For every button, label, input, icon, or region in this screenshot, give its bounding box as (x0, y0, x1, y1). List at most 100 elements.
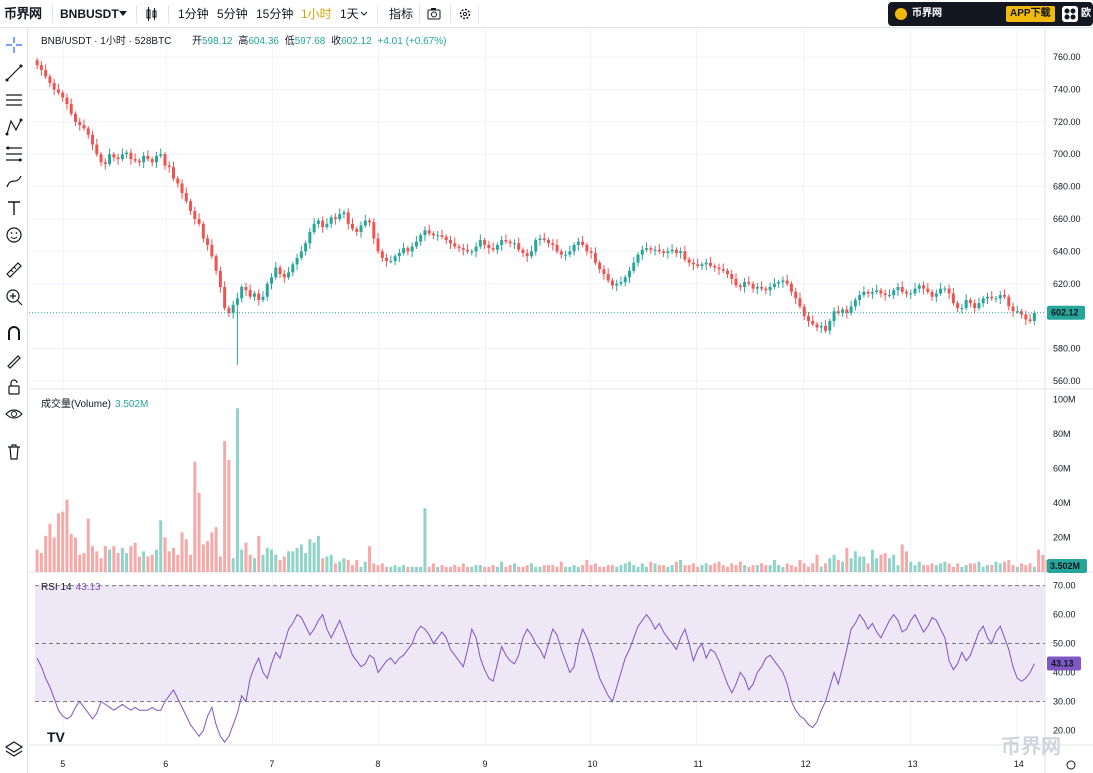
volume-bar (824, 563, 828, 572)
volume-bar (832, 554, 836, 572)
volume-bar (299, 544, 303, 572)
gear-icon[interactable] (458, 0, 472, 28)
volume-bar (125, 553, 129, 572)
rsi-pane[interactable] (35, 585, 1045, 743)
interval-15m[interactable]: 15分钟 (256, 7, 294, 21)
candle-body (572, 244, 576, 252)
candle-body (645, 248, 649, 250)
interval-1d[interactable]: 1天 (340, 7, 359, 21)
volume-bar (521, 566, 525, 572)
chevron-down-icon[interactable] (359, 0, 369, 28)
trash-icon[interactable] (3, 441, 25, 463)
eye-icon[interactable] (3, 403, 25, 425)
candle-body (176, 178, 180, 184)
magnet-icon[interactable] (3, 322, 25, 344)
volume-bar (704, 563, 708, 572)
rsi-last-label: 43.13 (1051, 658, 1074, 668)
candle-body (491, 248, 495, 250)
candle-body (576, 241, 580, 245)
candle-body (717, 267, 721, 270)
price-tick-label: 560.00 (1053, 376, 1081, 386)
symbol-selector[interactable]: BNBUSDT (60, 7, 119, 21)
volume-bar (270, 549, 274, 572)
candle-body (227, 308, 231, 313)
interval-1m[interactable]: 1分钟 (178, 7, 209, 21)
candle-body (137, 160, 141, 163)
candle-body (82, 125, 86, 129)
pencil-lock-icon[interactable] (3, 349, 25, 371)
volume-bar (504, 566, 508, 572)
candle-body (700, 264, 704, 266)
candle-body (444, 236, 448, 241)
crosshair-icon[interactable] (3, 34, 25, 56)
volume-bar (1007, 559, 1011, 572)
camera-icon[interactable] (427, 0, 441, 28)
volume-bar (274, 554, 278, 572)
fib-retracement-icon[interactable] (3, 143, 25, 165)
candle-body (568, 251, 572, 255)
volume-bar (747, 566, 751, 572)
emoji-icon[interactable] (3, 224, 25, 246)
interval-1h[interactable]: 1小时 (301, 7, 332, 21)
tradingview-logo-icon[interactable]: TV (47, 729, 66, 745)
interval-5m[interactable]: 5分钟 (217, 7, 248, 21)
volume-bar (542, 565, 546, 572)
volume-bar (65, 499, 69, 572)
price-tick-label: 740.00 (1053, 84, 1081, 94)
pitchfork-icon[interactable] (3, 116, 25, 138)
candle-body (133, 159, 137, 161)
site-logo[interactable]: 币界网 (4, 6, 42, 21)
volume-bar (764, 565, 768, 572)
volume-bar (649, 561, 653, 572)
layers-icon[interactable] (3, 738, 25, 760)
toolbar-divider (478, 5, 479, 23)
volume-bar (559, 561, 563, 572)
app-download-button[interactable]: APP下载 (1006, 6, 1055, 22)
volume-bar (342, 558, 346, 572)
candle-body (534, 240, 538, 252)
trend-line-icon[interactable] (3, 62, 25, 84)
candle-body (231, 304, 235, 313)
candle-body (960, 308, 964, 310)
chart-area[interactable]: 760.00740.00720.00700.00680.00660.00640.… (29, 29, 1093, 773)
volume-bar (679, 559, 683, 572)
volume-bar (466, 566, 470, 572)
ruler-icon[interactable] (3, 259, 25, 281)
volume-bar (836, 559, 840, 572)
candle-body (333, 217, 337, 219)
volume-bar (142, 551, 146, 572)
volume-bar (789, 565, 793, 572)
volume-bar (576, 566, 580, 572)
text-icon[interactable] (3, 197, 25, 219)
indicators-button[interactable]: 指标 (389, 7, 414, 21)
rsi-tick-label: 50.00 (1053, 639, 1076, 649)
candle-type-icon[interactable] (145, 0, 159, 28)
horizontal-lines-icon[interactable] (3, 89, 25, 111)
top-toolbar: 币界网 BNBUSDT 1分钟 5分钟 15分钟 1小时 1天 指标 (0, 0, 1093, 28)
zoom-in-icon[interactable] (3, 286, 25, 308)
volume-bar (700, 565, 704, 572)
candle-body (299, 251, 303, 258)
chevron-down-icon[interactable] (118, 0, 128, 28)
lock-icon[interactable] (3, 376, 25, 398)
volume-bar (602, 566, 606, 572)
volume-bar (419, 566, 423, 572)
candle-body (632, 262, 636, 271)
price-pane[interactable] (29, 57, 1045, 365)
volume-bar (862, 556, 866, 572)
brush-icon[interactable] (3, 170, 25, 192)
candle-body (751, 283, 755, 289)
change-value: +4.01 (+0.67%) (378, 36, 447, 47)
volume-bar (751, 565, 755, 572)
volume-bar (866, 563, 870, 572)
exchange-logo-icon[interactable] (1062, 6, 1078, 22)
candle-body (457, 246, 461, 249)
volume-bar (551, 565, 555, 572)
volume-bar (819, 566, 823, 572)
settings-icon[interactable] (1066, 760, 1076, 770)
volume-bar (350, 565, 354, 572)
volume-pane[interactable] (35, 408, 1062, 572)
candle-body (811, 321, 815, 325)
rsi-legend: RSI 14 43.13 (41, 582, 101, 593)
app-download-banner[interactable]: 币界网 APP下载 欧 (888, 2, 1093, 26)
